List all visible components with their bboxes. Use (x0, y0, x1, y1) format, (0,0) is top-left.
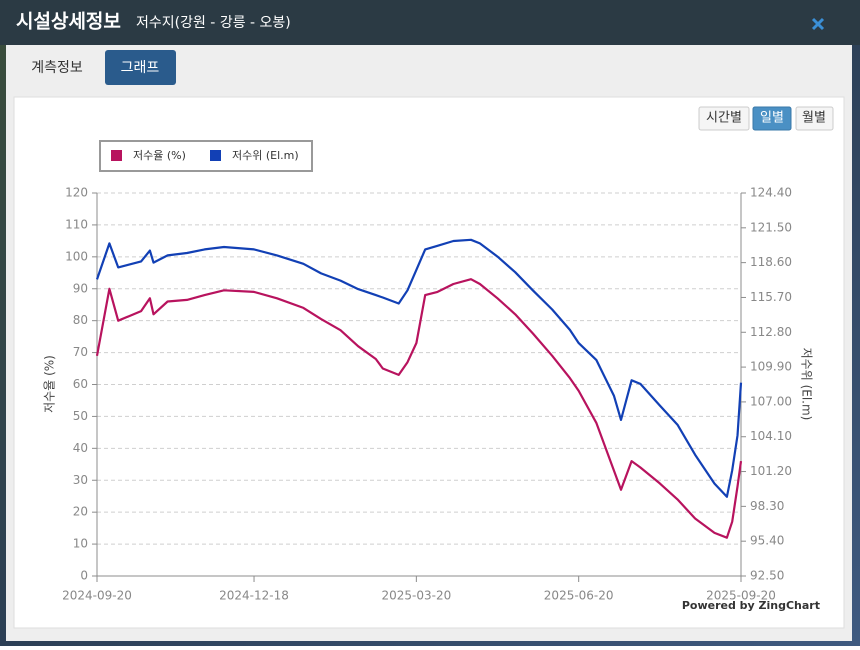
y-tick-label: 110 (65, 217, 88, 231)
y-axis-title: 저수율 (%) (43, 355, 57, 413)
x-tick-label: 2024-12-18 (219, 589, 289, 603)
legend-label: 저수율 (%) (133, 149, 186, 162)
y-tick-label: 10 (73, 537, 88, 551)
y-tick-label: 0 (80, 569, 88, 583)
y2-tick-label: 115.70 (750, 290, 792, 304)
y-tick-label: 90 (73, 281, 88, 295)
tab-active-bg[interactable] (105, 50, 176, 85)
y2-tick-label: 107.00 (750, 394, 792, 408)
x-tick-label: 2025-06-20 (544, 589, 614, 603)
series-line (95, 278, 743, 539)
y-tick-label: 30 (73, 473, 88, 487)
chart-credit: Powered by ZingChart (682, 599, 820, 612)
y2-tick-label: 98.30 (750, 499, 784, 513)
y-tick-label: 70 (73, 345, 88, 359)
tab-active[interactable]: 그래프 (121, 60, 160, 76)
y-tick-label: 60 (73, 377, 88, 391)
close-button[interactable] (811, 17, 825, 31)
x-tick-label: 2025-03-20 (381, 589, 451, 603)
period-button[interactable]: 시간별 (706, 111, 742, 126)
modal-header (0, 0, 860, 45)
y2-tick-label: 112.80 (750, 325, 792, 339)
y-tick-label: 20 (73, 505, 88, 519)
period-button-active[interactable]: 일별 (760, 111, 784, 126)
period-button[interactable]: 월별 (802, 111, 826, 126)
series-line (95, 238, 743, 498)
y2-tick-label: 121.50 (750, 220, 792, 234)
tab[interactable]: 계측정보 (31, 60, 83, 76)
y-tick-label: 120 (65, 186, 88, 200)
period-button-bg[interactable] (698, 106, 750, 131)
y2-tick-label: 104.10 (750, 429, 792, 443)
chart-panel (13, 96, 845, 629)
modal-title: 시설상세정보 (16, 11, 121, 33)
legend-marker (210, 150, 221, 161)
x-tick-label: 2025-09-20 (706, 589, 776, 603)
y2-tick-label: 124.40 (750, 186, 792, 200)
period-button-bg[interactable] (795, 106, 834, 131)
modal-subtitle: 저수지(강원 - 강릉 - 오봉) (136, 15, 291, 31)
y-tick-label: 100 (65, 249, 88, 263)
y2-axis-title: 저수위 (El.m) (800, 348, 814, 421)
y-tick-label: 50 (73, 409, 88, 423)
legend-marker (111, 150, 122, 161)
legend-label: 저수위 (El.m) (232, 149, 299, 162)
y-tick-label: 40 (73, 441, 88, 455)
legend-box (99, 140, 313, 172)
x-tick-label: 2024-09-20 (62, 589, 132, 603)
y2-tick-label: 101.20 (750, 464, 792, 478)
y-tick-label: 80 (73, 313, 88, 327)
y2-tick-label: 109.90 (750, 360, 792, 374)
period-button-active-bg[interactable] (752, 106, 792, 131)
y2-tick-label: 118.60 (750, 255, 792, 269)
y2-tick-label: 95.40 (750, 534, 784, 548)
y2-tick-label: 92.50 (750, 569, 784, 583)
